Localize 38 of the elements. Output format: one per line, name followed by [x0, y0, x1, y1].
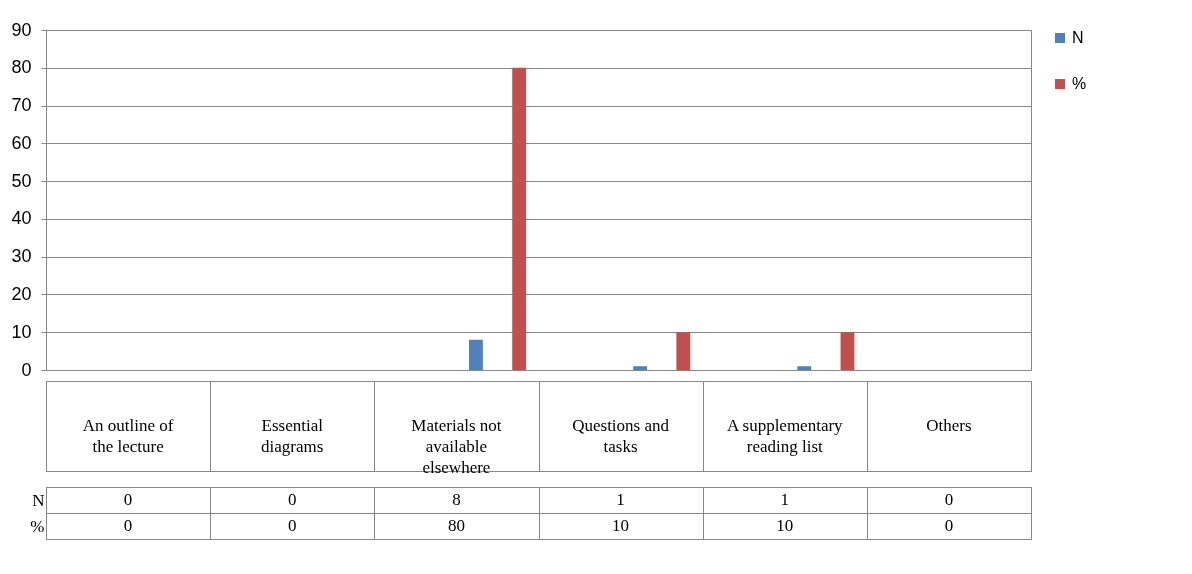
y-tick-label: 60 — [11, 132, 32, 153]
bar — [797, 366, 812, 370]
legend-label: % — [1072, 75, 1087, 92]
data-label: 8 — [452, 490, 461, 509]
data-label: 10 — [776, 516, 794, 535]
bar — [676, 332, 691, 370]
x-tick-label: Questions and tasks — [572, 416, 670, 456]
y-tick-label: 10 — [11, 321, 32, 342]
data-label: 80 — [447, 516, 465, 535]
y-tick-label: 80 — [11, 57, 32, 78]
bar — [840, 332, 855, 370]
x-tick-label: Materials not available elsewhere — [411, 416, 502, 477]
data-label: 0 — [288, 516, 297, 535]
y-tick-label: 50 — [11, 170, 32, 191]
y-tick-label: 70 — [11, 95, 32, 116]
y-tick-label: 40 — [11, 208, 32, 229]
y-tick-label: 20 — [11, 283, 32, 304]
text: % — [30, 516, 45, 536]
x-tick-label: Essential diagrams — [261, 416, 324, 456]
y-tick-label: 0 — [21, 359, 32, 380]
data-label: 0 — [123, 490, 133, 509]
legend-label: N — [1072, 29, 1084, 46]
data-label: 0 — [944, 490, 954, 509]
data-label: 1 — [780, 490, 789, 509]
x-tick-label: A supplementary reading list — [726, 416, 844, 456]
x-tick-label: Others — [926, 416, 972, 435]
data-label: 0 — [944, 516, 954, 535]
data-label: 10 — [612, 516, 630, 535]
data-label: 0 — [123, 516, 133, 535]
x-tick-label: An outline of the lecture — [82, 416, 174, 456]
bar — [512, 67, 527, 370]
y-tick-label: 30 — [11, 246, 32, 267]
bar — [633, 366, 648, 370]
data-label: 0 — [288, 490, 297, 509]
y-tick-label: 90 — [11, 19, 32, 40]
text: N — [32, 490, 45, 510]
data-label: 1 — [616, 490, 625, 509]
bar — [469, 339, 483, 370]
